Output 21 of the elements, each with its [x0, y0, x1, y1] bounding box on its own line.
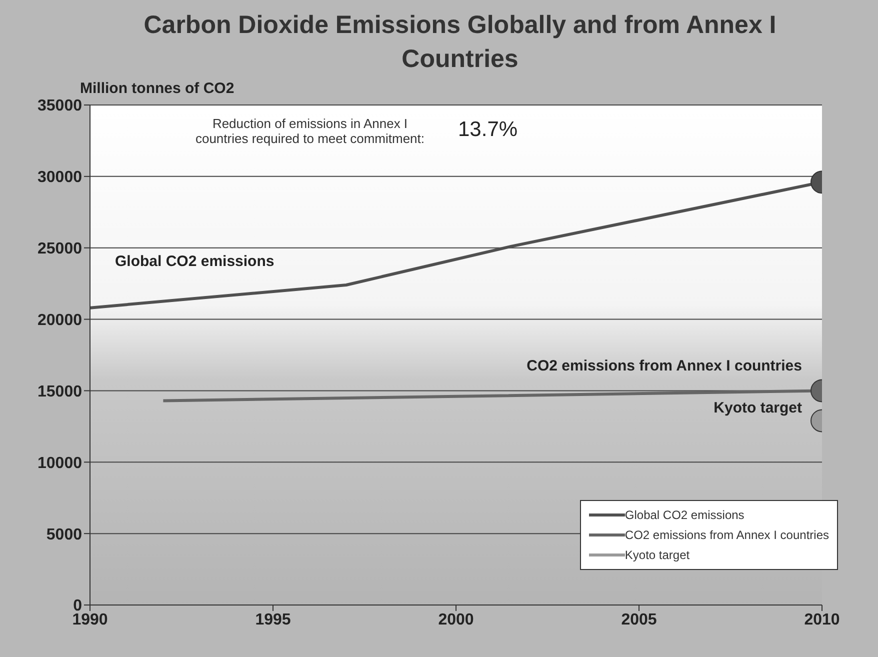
y-tick-label: 5000: [46, 526, 82, 544]
legend-label: CO2 emissions from Annex I countries: [624, 527, 829, 544]
annotation: 13.7%: [458, 118, 518, 142]
x-tick-label: 2000: [438, 611, 474, 628]
y-axis-title: Million tonnes of CO2: [80, 80, 234, 97]
annotation: Reduction of emissions in Annex I countries required to meet commitment:: [195, 116, 425, 146]
y-tick-label: 30000: [38, 169, 82, 186]
legend-label: Kyoto target: [624, 547, 690, 564]
y-tick-label: 25000: [38, 240, 82, 258]
y-tick-label: 15000: [38, 383, 82, 400]
x-tick-label: 1995: [255, 611, 291, 628]
x-tick-label: 2010: [804, 611, 840, 628]
y-tick-label: 35000: [38, 98, 82, 115]
text: Global CO2 emissions: [115, 252, 274, 270]
y-tick-label: 20000: [38, 312, 82, 329]
text: CO2 emissions from Annex I countries: [526, 358, 802, 375]
chart-title: Carbon Dioxide Emissions Globally and from Annex I Countries: [142, 10, 778, 75]
text: Kyoto target: [714, 400, 802, 417]
legend-label: Global CO2 emissions: [624, 507, 744, 524]
y-tick-label: 10000: [38, 454, 82, 472]
x-tick-label: 2005: [621, 611, 657, 628]
